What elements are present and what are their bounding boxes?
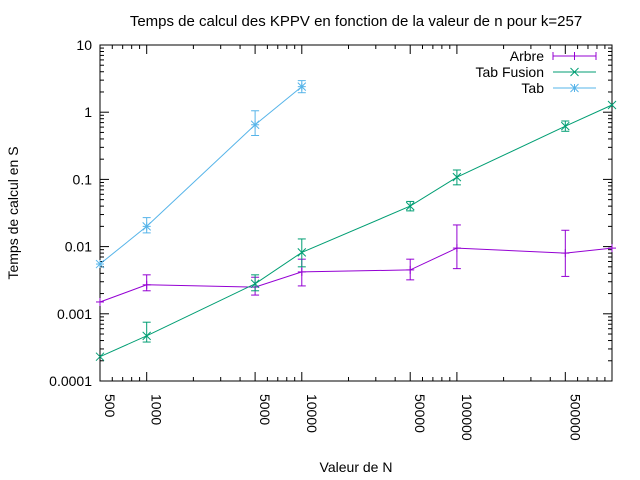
- legend-item: Tab Fusion: [476, 64, 596, 80]
- y-tick-label: 0.01: [65, 239, 92, 255]
- y-tick-label: 0.1: [73, 171, 93, 187]
- series-layer: [95, 80, 617, 362]
- series-arbre: [96, 224, 616, 306]
- x-tick-label: 10000: [304, 394, 320, 433]
- data-point: [95, 259, 105, 269]
- x-axis-label: Valeur de N: [320, 459, 393, 475]
- legend-label: Tab: [521, 80, 544, 96]
- y-axis-label: Temps de calcul en S: [5, 146, 21, 279]
- x-tick-label: 50000: [412, 394, 428, 433]
- legend-marker: [570, 83, 579, 93]
- x-tick-label: 500: [102, 394, 118, 418]
- data-point: [560, 121, 570, 131]
- data-point: [405, 201, 415, 211]
- x-tick-label: 500000: [567, 394, 583, 441]
- data-point: [297, 248, 307, 257]
- data-point: [142, 280, 151, 289]
- marker-stroke: [250, 279, 260, 289]
- legend-label: Arbre: [510, 48, 544, 64]
- data-point: [608, 244, 616, 253]
- legend-label: Tab Fusion: [476, 64, 544, 80]
- data-point: [250, 120, 260, 130]
- legend-item: Tab: [521, 80, 596, 96]
- marker-stroke: [297, 248, 307, 257]
- axis-ticks: 0.0001 0.001 0.01 0.1 1 10 500 1000 5000 10000 500…: [49, 37, 612, 441]
- marker-stroke: [250, 120, 260, 130]
- marker-stroke: [95, 352, 105, 362]
- legend-marker: [570, 67, 579, 77]
- data-point: [607, 100, 617, 110]
- data-point: [561, 249, 570, 258]
- series-line: [99, 104, 613, 358]
- marker-stroke: [452, 172, 462, 182]
- marker-stroke: [570, 83, 579, 93]
- marker-stroke: [405, 201, 415, 211]
- data-point: [142, 222, 152, 231]
- data-point: [250, 279, 260, 289]
- marker-stroke: [560, 121, 570, 131]
- y-tick-label: 10: [76, 37, 92, 53]
- data-point: [452, 172, 462, 182]
- marker-stroke: [297, 82, 307, 92]
- data-point: [95, 352, 105, 362]
- series-tab: [95, 80, 307, 269]
- series-line: [99, 86, 303, 265]
- data-point: [452, 244, 461, 253]
- data-point: [297, 267, 306, 276]
- marker-stroke: [142, 222, 152, 231]
- marker-stroke: [607, 100, 617, 110]
- x-tick-label: 5000: [257, 394, 273, 425]
- legend-item: Arbre: [510, 48, 597, 64]
- chart-title: Temps de calcul des KPPV en fonction de …: [130, 13, 582, 30]
- data-point: [96, 297, 104, 306]
- marker-stroke: [95, 259, 105, 269]
- data-point: [406, 265, 415, 274]
- plot-frame: [99, 44, 613, 382]
- data-point: [142, 331, 152, 341]
- y-tick-label: 0.001: [57, 306, 92, 322]
- data-point: [297, 82, 307, 92]
- legend-marker: [570, 52, 579, 60]
- series-tab-fusion: [95, 100, 617, 362]
- y-tick-label: 0.0001: [49, 373, 92, 389]
- y-tick-label: 1: [84, 104, 92, 120]
- x-tick-label: 1000: [149, 394, 165, 425]
- marker-stroke: [570, 67, 579, 77]
- marker-stroke: [142, 331, 152, 341]
- x-tick-label: 100000: [459, 394, 475, 441]
- series-line: [99, 247, 613, 303]
